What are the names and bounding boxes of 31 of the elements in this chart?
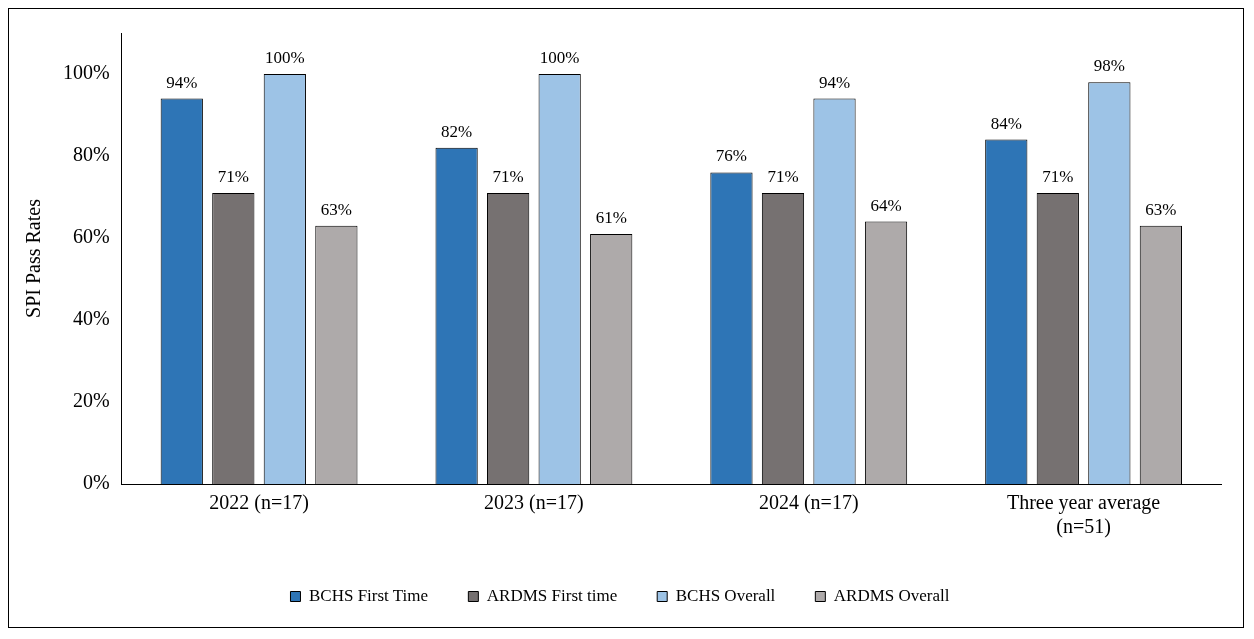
y-tick-label: 100%	[62, 61, 110, 84]
data-label: 82%	[441, 121, 473, 141]
data-label: 71%	[217, 166, 249, 186]
x-tick-label: 2024 (n=17)	[758, 491, 859, 515]
data-label: 61%	[595, 207, 627, 227]
y-axis-title: SPI Pass Rates	[22, 198, 45, 318]
y-tick-label: 20%	[72, 389, 110, 412]
y-tick-label: 80%	[72, 143, 110, 166]
x-tick-label: 2023 (n=17)	[484, 491, 584, 515]
data-label: 63%	[1145, 199, 1177, 219]
data-label: 100%	[539, 47, 580, 67]
y-tick-label: 60%	[72, 225, 110, 248]
data-label: 63%	[320, 199, 352, 219]
y-tick-label: 0%	[82, 471, 110, 494]
x-tick-label: 2022 (n=17)	[209, 491, 309, 515]
data-label: 71%	[767, 166, 799, 186]
y-tick-label: 40%	[72, 307, 110, 330]
x-tick-label: Three year average (n=51)	[1006, 491, 1161, 539]
legend-label: BCHS Overall	[675, 585, 776, 605]
data-label: 84%	[990, 113, 1022, 133]
data-label: 98%	[1093, 56, 1125, 76]
data-label: 71%	[1042, 166, 1074, 186]
data-label: 94%	[818, 72, 851, 92]
legend-label: BCHS First Time	[308, 585, 429, 605]
data-label: 94%	[166, 72, 198, 92]
data-label: 76%	[715, 146, 748, 166]
legend-label: ARDMS First time	[486, 585, 618, 605]
legend-label: ARDMS Overall	[833, 585, 950, 605]
data-label: 64%	[870, 195, 902, 215]
data-label: 71%	[492, 166, 524, 186]
data-label: 100%	[265, 47, 305, 67]
